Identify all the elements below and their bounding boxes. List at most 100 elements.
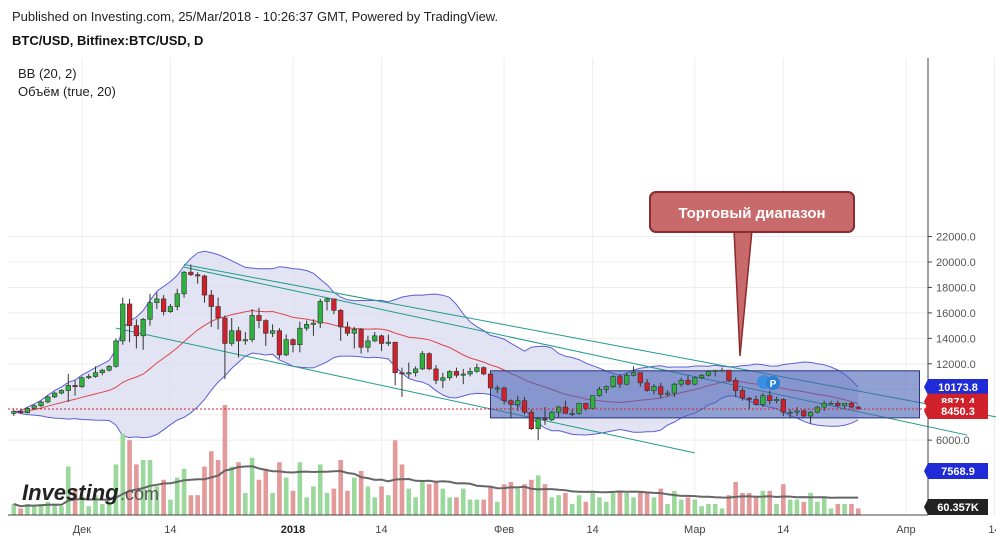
volume-bar [501, 484, 507, 515]
candle-body [18, 411, 24, 414]
volume-bar [685, 497, 691, 515]
volume-bar [617, 490, 623, 515]
volume-bar [263, 468, 269, 515]
candle-body [460, 373, 466, 376]
volume-bar [522, 484, 527, 515]
candle-body [283, 339, 289, 356]
trading-range-box[interactable] [490, 370, 921, 419]
candle-body [276, 330, 282, 356]
volume-bar [787, 499, 793, 515]
indicator-label-volume[interactable]: Объём (true, 20) [18, 84, 116, 99]
candle-body [624, 374, 630, 385]
volume-bar [542, 484, 548, 515]
candle-body [338, 310, 344, 328]
volume-bar [746, 493, 752, 515]
volume-bar [406, 488, 412, 515]
y-tick-label: 14000.0 [936, 333, 976, 345]
candle-body [678, 380, 684, 385]
volume-bar [399, 464, 405, 515]
candle-body [596, 388, 603, 396]
candle-body [222, 317, 228, 344]
volume-bar [433, 482, 439, 515]
candle-body [256, 315, 262, 321]
volume-bar [597, 497, 602, 515]
volume-bar [331, 488, 337, 515]
volume-bar [358, 471, 364, 515]
candle-body [79, 377, 85, 388]
volume-bar [638, 490, 643, 515]
callout-box [649, 191, 855, 233]
volume-bar [372, 497, 378, 515]
candle-body [140, 318, 146, 337]
candle-body [235, 330, 242, 342]
logo-main-text: Investing [22, 480, 119, 505]
candle-body [453, 371, 460, 376]
x-tick-label: Фев [494, 524, 514, 536]
volume-bar [665, 504, 670, 515]
y-tick-label: 12000.0 [936, 359, 976, 371]
volume-bar [440, 488, 446, 515]
price-tag-label: 8450.3 [941, 406, 975, 418]
volume-bar [86, 506, 92, 515]
candle-body [154, 298, 160, 304]
volume-bar [535, 475, 541, 515]
volume-bar [215, 460, 221, 515]
candle-body [304, 324, 310, 329]
candle-body [712, 369, 718, 372]
volume-bar [583, 501, 589, 515]
candle-body [528, 411, 534, 429]
candle-body [372, 335, 378, 342]
candle-body [11, 411, 17, 414]
volume-bar [317, 464, 323, 515]
volume-ma-line [13, 465, 859, 508]
candle-body [637, 372, 643, 384]
candle-body [385, 341, 391, 344]
indicator-label-bb[interactable]: BB (20, 2) [18, 66, 77, 81]
volume-bar [706, 504, 711, 515]
callout-pointer [733, 229, 753, 357]
volume-bar [168, 499, 173, 515]
axes [8, 58, 929, 516]
volume-bar [794, 499, 800, 515]
candle-body [699, 374, 705, 379]
volume-bar [290, 490, 296, 515]
volume-bar [256, 479, 262, 515]
candle-body [746, 397, 752, 400]
x-tick-label: Апр [896, 524, 915, 536]
volume-bar [59, 506, 64, 515]
x-tick-label: Мар [684, 524, 706, 536]
volume-bar [93, 495, 98, 515]
candle-body [447, 371, 453, 379]
price-tag-bg [924, 499, 988, 515]
candle-body [555, 406, 562, 413]
volume-bar [808, 493, 813, 515]
x-tick-label: 14 [375, 524, 387, 536]
volume-bar [304, 497, 309, 515]
volume-bar [460, 488, 466, 515]
candle-body [65, 385, 71, 391]
volume-bar [72, 488, 78, 515]
volume-bar [855, 508, 861, 515]
candle-body [406, 372, 412, 375]
candle-body [685, 380, 691, 385]
candle-body [726, 369, 732, 381]
tradingview-marker[interactable]: P [757, 375, 780, 390]
volume-bar [603, 501, 609, 515]
marker-p-icon: P [770, 379, 777, 390]
candle-body [542, 418, 548, 421]
volume-bar [249, 457, 255, 515]
volume-bar [283, 477, 289, 515]
candle-body [474, 367, 480, 372]
candle-body [45, 396, 51, 403]
candle-body [269, 330, 276, 334]
candle-body [569, 413, 575, 415]
candle-body [412, 368, 419, 374]
candle-body [481, 367, 487, 375]
volume-bar [774, 504, 779, 515]
volume-bar [481, 499, 486, 515]
volume-bar [25, 504, 30, 515]
price-tag-label: 7568.9 [941, 466, 975, 478]
volume-bar [672, 490, 677, 515]
